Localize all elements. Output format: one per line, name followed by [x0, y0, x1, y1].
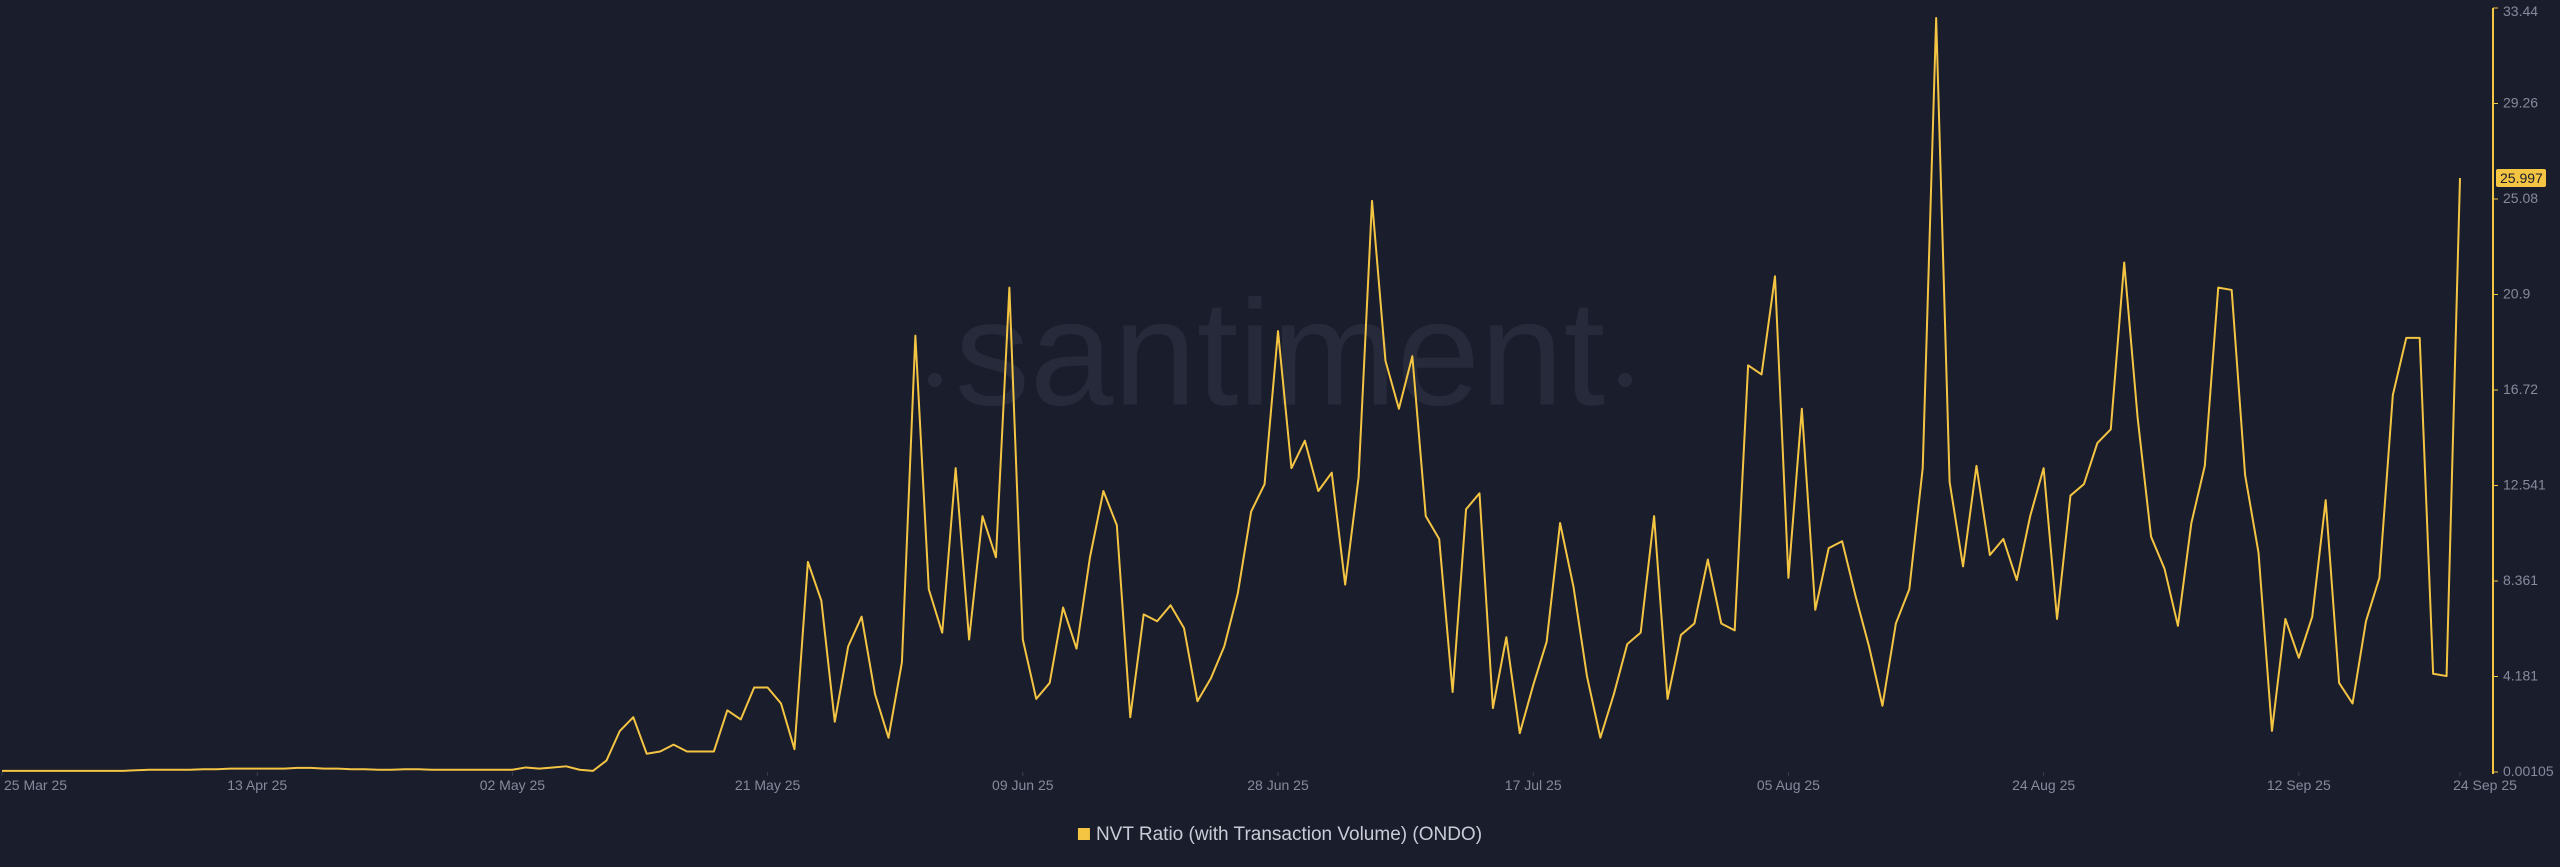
x-tick-label: 13 Apr 25 [227, 777, 287, 793]
y-tick-label: 20.9 [2503, 286, 2530, 302]
x-tick-label: 25 Mar 25 [4, 777, 67, 793]
y-tick-label: 25.08 [2503, 190, 2538, 206]
y-tick-label: 4.181 [2503, 667, 2538, 683]
current-value-label: 25.997 [2500, 170, 2543, 186]
y-tick-label: 33.44 [2503, 3, 2538, 19]
x-tick-label: 09 Jun 25 [992, 777, 1054, 793]
x-tick-label: 05 Aug 25 [1757, 777, 1820, 793]
x-tick-label: 21 May 25 [735, 777, 801, 793]
x-tick-label: 17 Jul 25 [1505, 777, 1562, 793]
watermark-dot [1618, 373, 1633, 387]
legend-label: NVT Ratio (with Transaction Volume) (OND… [1096, 824, 1482, 845]
y-tick-label: 0.00105 [2503, 763, 2554, 779]
y-tick-label: 8.361 [2503, 572, 2538, 588]
x-tick-label: 24 Sep 25 [2453, 777, 2517, 793]
current-value-badge [2496, 169, 2546, 188]
x-tick-label: 02 May 25 [480, 777, 546, 793]
y-tick-label: 16.72 [2503, 381, 2538, 397]
x-tick-label: 12 Sep 25 [2267, 777, 2331, 793]
watermark-dot [927, 373, 942, 387]
y-tick-label: 29.26 [2503, 95, 2538, 111]
legend: NVT Ratio (with Transaction Volume) (OND… [1077, 824, 1482, 845]
legend-swatch [1077, 828, 1090, 840]
x-tick-label: 28 Jun 25 [1247, 777, 1309, 793]
y-tick-label: 12.541 [2503, 476, 2546, 492]
line-series [2, 17, 2461, 772]
x-tick-label: 24 Aug 25 [2012, 777, 2075, 793]
